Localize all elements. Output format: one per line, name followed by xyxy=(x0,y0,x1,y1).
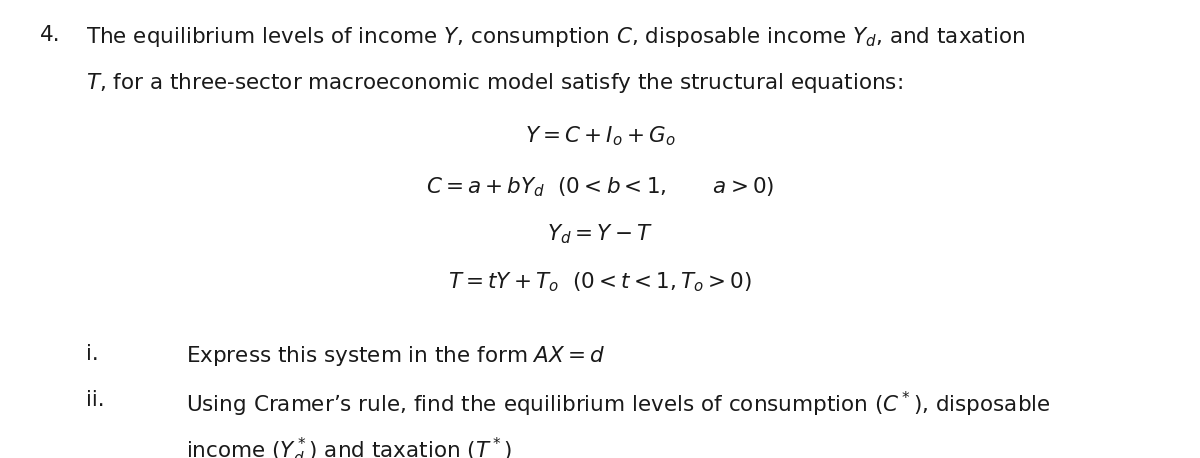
Text: ii.: ii. xyxy=(86,390,106,410)
Text: $C = a + bY_d$  $(0 < b < 1, \qquad a > 0)$: $C = a + bY_d$ $(0 < b < 1, \qquad a > 0… xyxy=(426,175,774,199)
Text: The equilibrium levels of income $Y$, consumption $C$, disposable income $Y_d$, : The equilibrium levels of income $Y$, co… xyxy=(86,25,1026,49)
Text: Express this system in the form $AX = d$: Express this system in the form $AX = d$ xyxy=(186,344,605,368)
Text: i.: i. xyxy=(86,344,100,365)
Text: income $(Y_d^*)$ and taxation $(T^*)$: income $(Y_d^*)$ and taxation $(T^*)$ xyxy=(186,436,512,458)
Text: $Y_d = Y - T$: $Y_d = Y - T$ xyxy=(547,222,653,246)
Text: $T = tY + T_o$  $(0 < t < 1, T_o > 0)$: $T = tY + T_o$ $(0 < t < 1, T_o > 0)$ xyxy=(448,270,752,294)
Text: 4.: 4. xyxy=(40,25,60,45)
Text: $T$, for a three-sector macroeconomic model satisfy the structural equations:: $T$, for a three-sector macroeconomic mo… xyxy=(86,71,904,95)
Text: Using Cramer’s rule, find the equilibrium levels of consumption $(C^*)$, disposa: Using Cramer’s rule, find the equilibriu… xyxy=(186,390,1051,420)
Text: $Y = C + I_o + G_o$: $Y = C + I_o + G_o$ xyxy=(524,125,676,148)
